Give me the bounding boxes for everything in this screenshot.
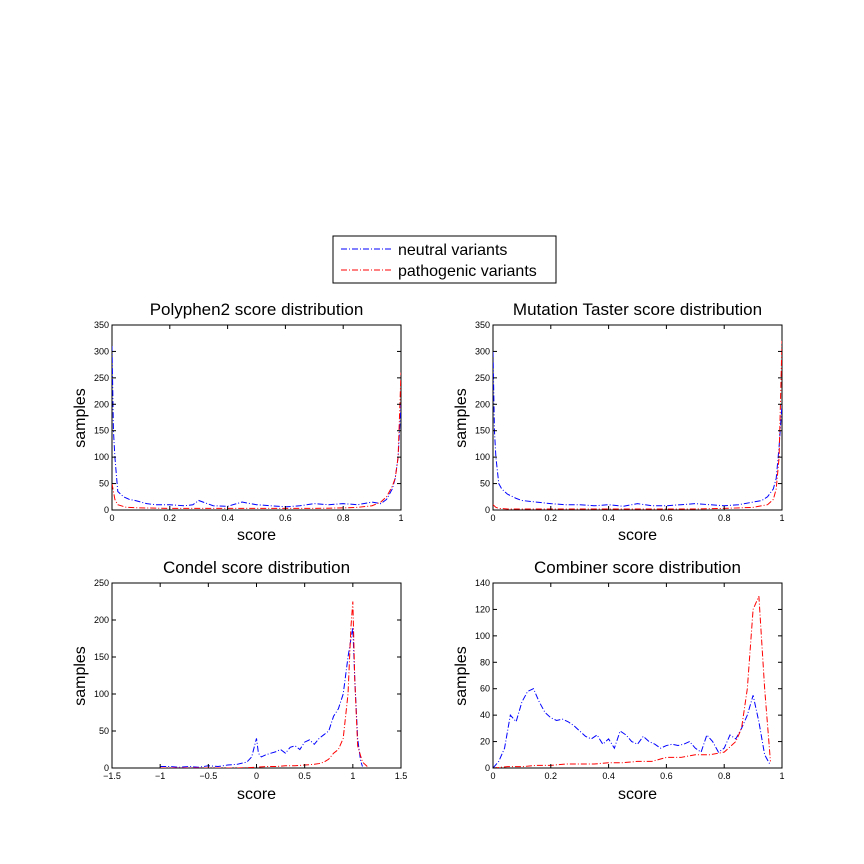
x-axis-label: score: [618, 527, 657, 544]
x-tick-label: −1: [155, 771, 165, 781]
x-tick-label: −1.5: [103, 771, 121, 781]
y-tick-label: 150: [94, 426, 109, 436]
plot-area: [492, 582, 783, 769]
y-tick-label: 50: [99, 479, 109, 489]
y-tick-label: 40: [480, 710, 490, 720]
y-tick-label: 80: [480, 657, 490, 667]
chart-title: Condel score distribution: [163, 558, 350, 577]
y-tick-label: 50: [480, 479, 490, 489]
y-axis-label: samples: [72, 646, 89, 706]
y-tick-label: 100: [94, 689, 109, 699]
series-line-neutral: [493, 351, 782, 507]
series-line-pathogenic: [493, 596, 771, 768]
y-tick-label: 50: [99, 726, 109, 736]
y-tick-label: 150: [475, 426, 490, 436]
series-line-neutral: [160, 627, 363, 768]
x-axis-label: score: [618, 786, 657, 803]
y-tick-label: 150: [94, 652, 109, 662]
y-tick-label: 0: [104, 505, 109, 515]
series-line-neutral: [112, 346, 401, 508]
y-tick-label: 250: [94, 373, 109, 383]
series-line-pathogenic: [493, 340, 782, 510]
legend-box: [332, 235, 557, 284]
x-tick-label: 0: [490, 771, 495, 781]
y-axis-label: samples: [72, 388, 89, 448]
y-tick-label: 0: [485, 505, 490, 515]
y-axis-label: samples: [453, 646, 470, 706]
x-tick-label: −0.5: [199, 771, 217, 781]
x-tick-label: 0: [109, 513, 114, 523]
x-tick-label: 0.8: [718, 513, 731, 523]
x-tick-label: 0: [254, 771, 259, 781]
x-tick-label: 1: [398, 513, 403, 523]
y-axis-label: samples: [453, 388, 470, 448]
y-tick-label: 120: [475, 604, 490, 614]
y-tick-label: 0: [104, 763, 109, 773]
chart-title: Combiner score distribution: [534, 558, 741, 577]
y-tick-label: 200: [475, 399, 490, 409]
y-tick-label: 60: [480, 684, 490, 694]
legend-label-neutral: neutral variants: [398, 242, 507, 259]
x-tick-label: 0.6: [660, 771, 673, 781]
chart-title: Mutation Taster score distribution: [513, 300, 762, 319]
y-tick-label: 300: [475, 346, 490, 356]
x-tick-label: 0.6: [660, 513, 673, 523]
y-tick-label: 100: [475, 631, 490, 641]
x-tick-label: 1: [779, 771, 784, 781]
x-tick-label: 1.5: [395, 771, 408, 781]
x-tick-label: 0.2: [164, 513, 177, 523]
x-tick-label: 0.8: [718, 771, 731, 781]
x-tick-label: 0.2: [545, 513, 558, 523]
chart-title: Polyphen2 score distribution: [150, 300, 364, 319]
y-tick-label: 20: [480, 737, 490, 747]
legend-label-pathogenic: pathogenic variants: [398, 263, 537, 280]
y-tick-label: 140: [475, 578, 490, 588]
series-line-pathogenic: [160, 601, 368, 768]
x-tick-label: 0.5: [298, 771, 311, 781]
plot-area: [492, 324, 783, 511]
x-tick-label: 1: [350, 771, 355, 781]
x-tick-label: 0.6: [279, 513, 292, 523]
y-tick-label: 100: [94, 452, 109, 462]
y-tick-label: 250: [475, 373, 490, 383]
series-line-neutral: [493, 688, 771, 768]
x-axis-label: score: [237, 527, 276, 544]
y-tick-label: 0: [485, 763, 490, 773]
x-tick-label: 0.2: [545, 771, 558, 781]
y-tick-label: 350: [475, 320, 490, 330]
y-tick-label: 250: [94, 578, 109, 588]
subplot-combiner: Combiner score distribution score sample…: [453, 558, 785, 803]
y-tick-label: 100: [475, 452, 490, 462]
x-tick-label: 0: [490, 513, 495, 523]
x-tick-label: 0.4: [602, 513, 615, 523]
legend: neutral variants pathogenic variants: [332, 235, 557, 284]
x-axis-label: score: [237, 786, 276, 803]
y-tick-label: 300: [94, 346, 109, 356]
x-tick-label: 0.4: [221, 513, 234, 523]
subplot-polyphen2: Polyphen2 score distribution score sampl…: [72, 300, 404, 544]
x-tick-label: 0.8: [337, 513, 350, 523]
x-tick-label: 0.4: [602, 771, 615, 781]
subplot-condel: Condel score distribution score samples …: [72, 558, 407, 803]
y-tick-label: 350: [94, 320, 109, 330]
y-tick-label: 200: [94, 615, 109, 625]
x-tick-label: 1: [779, 513, 784, 523]
plot-area: [111, 324, 402, 511]
subplot-mutation-taster: Mutation Taster score distribution score…: [453, 300, 785, 544]
y-tick-label: 200: [94, 399, 109, 409]
series-line-pathogenic: [112, 372, 401, 509]
